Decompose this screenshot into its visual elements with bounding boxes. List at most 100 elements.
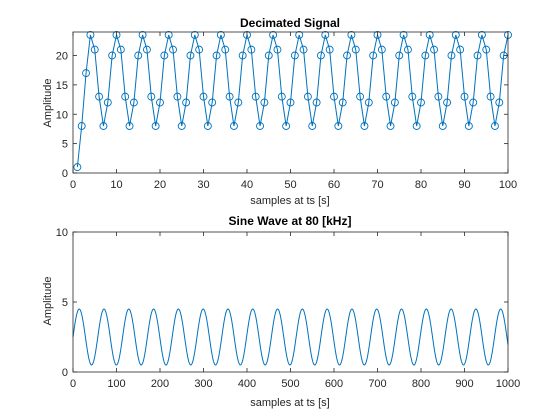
data-point: [456, 45, 465, 54]
data-point: [99, 122, 108, 130]
data-point: [464, 122, 473, 130]
series-line: [76, 34, 509, 168]
data-point: [225, 92, 234, 101]
y-axis-label: Amplitude: [42, 79, 54, 128]
y-tick-label: 5: [62, 297, 68, 309]
data-point: [486, 92, 495, 101]
x-tick-label: 20: [154, 179, 166, 191]
x-tick-label: 400: [238, 378, 256, 390]
data-point: [138, 30, 147, 39]
x-tick-label: 800: [412, 378, 430, 390]
data-point: [447, 51, 456, 60]
data-point: [103, 98, 112, 107]
x-tick-label: 0: [70, 378, 76, 390]
x-axis-label: samples at ts [s]: [250, 195, 329, 207]
y-tick-label: 10: [56, 109, 68, 121]
data-point: [360, 122, 369, 130]
x-tick-label: 100: [107, 378, 125, 390]
data-point: [112, 30, 121, 39]
data-point: [334, 122, 343, 130]
data-point: [390, 98, 399, 107]
data-point: [134, 51, 143, 60]
data-point: [425, 30, 434, 39]
series-line: [72, 308, 509, 366]
x-tick-label: 100: [499, 179, 517, 191]
y-tick-label: 15: [56, 80, 68, 92]
x-tick-label: 500: [281, 378, 299, 390]
subplot-decimated-signal: Decimated Signal Amplitude samples at ts…: [42, 16, 517, 207]
x-tick-label: 30: [197, 179, 209, 191]
data-point: [173, 92, 182, 101]
data-point: [364, 98, 373, 107]
x-tick-label: 50: [284, 179, 296, 191]
data-point: [469, 98, 478, 107]
data-point: [325, 45, 334, 54]
x-tick-label: 40: [241, 179, 253, 191]
data-point: [256, 122, 264, 130]
y-tick-label: 5: [62, 139, 68, 151]
x-tick-label: 700: [368, 378, 386, 390]
data-point: [247, 45, 256, 54]
data-point: [412, 122, 421, 130]
data-point: [317, 51, 325, 60]
data-point: [421, 51, 430, 60]
data-point: [312, 98, 321, 107]
data-point: [369, 51, 378, 60]
data-point: [243, 30, 251, 39]
data-point: [477, 30, 486, 39]
x-tick-label: 90: [458, 179, 470, 191]
data-point: [356, 92, 365, 101]
data-point: [151, 122, 160, 130]
data-point: [129, 98, 138, 107]
data-point: [260, 98, 269, 107]
x-tick-label: 10: [110, 179, 122, 191]
data-point: [460, 92, 469, 101]
data-point: [264, 51, 273, 60]
y-tick-label: 0: [62, 168, 68, 180]
data-point: [121, 92, 130, 101]
data-point: [303, 92, 312, 101]
y-tick-label: 20: [56, 51, 68, 63]
data-point: [251, 92, 260, 101]
data-point: [282, 122, 291, 130]
data-point: [430, 45, 438, 54]
data-point: [86, 30, 95, 39]
data-point: [308, 122, 317, 130]
data-point: [182, 98, 191, 107]
data-point: [373, 30, 382, 39]
subplot-sine-wave: Sine Wave at 80 [kHz] Amplitude samples …: [42, 214, 520, 409]
data-point: [203, 122, 212, 130]
data-point: [108, 51, 117, 60]
data-point: [160, 51, 169, 60]
x-tick-label: 60: [328, 179, 340, 191]
data-point: [295, 30, 304, 39]
data-point: [156, 98, 164, 107]
data-point: [338, 98, 347, 107]
data-point: [164, 30, 173, 39]
data-point: [82, 69, 91, 78]
data-point: [212, 51, 221, 60]
data-point: [482, 45, 491, 54]
y-tick-label: 0: [62, 367, 68, 379]
plot-area: 0 10 20 30 40 50 60 70 80 90 100 0 5 10 15 20: [56, 30, 517, 191]
x-tick-label: 600: [325, 378, 343, 390]
data-point: [351, 45, 360, 54]
data-point: [299, 45, 308, 54]
data-point: [169, 45, 178, 54]
x-axis-label: samples at ts [s]: [250, 397, 329, 409]
data-point: [116, 45, 125, 54]
data-point: [451, 30, 460, 39]
data-point: [417, 98, 425, 107]
data-point: [382, 92, 391, 101]
data-point: [73, 163, 82, 172]
data-point: [399, 30, 408, 39]
data-point: [290, 51, 299, 60]
data-point: [142, 45, 151, 54]
x-tick-label: 1000: [496, 378, 520, 390]
data-point: [395, 51, 404, 60]
data-point: [386, 122, 395, 130]
data-point: [208, 98, 217, 107]
data-point: [443, 98, 452, 107]
data-point: [195, 45, 204, 54]
